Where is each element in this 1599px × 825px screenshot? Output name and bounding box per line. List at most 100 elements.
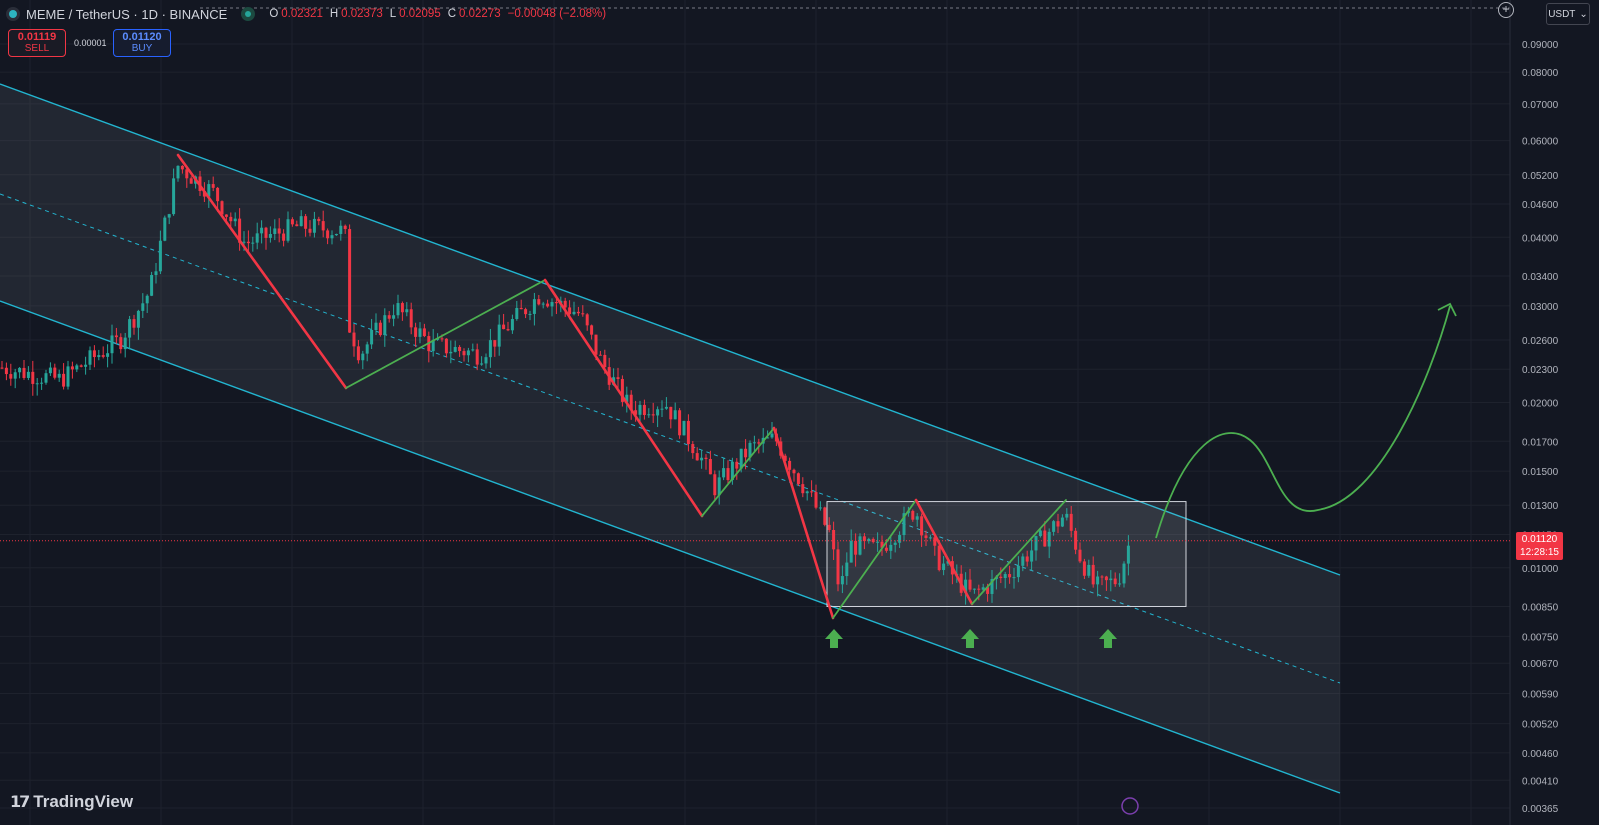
- candle-body: [238, 218, 242, 243]
- candle-body: [475, 349, 479, 365]
- candle-body: [334, 233, 338, 236]
- zigzag-up-leg: [971, 499, 1067, 605]
- last-price-tag: 0.01120 12:28:15: [1516, 532, 1563, 560]
- candle-body: [964, 579, 968, 593]
- candle-body: [326, 230, 330, 239]
- candle-body: [990, 579, 994, 594]
- support-arrow-icon: [825, 629, 843, 648]
- candle-body: [704, 457, 708, 460]
- candle-body: [176, 165, 180, 179]
- candle-body: [594, 334, 598, 355]
- price-tick-label: 0.06000: [1522, 137, 1559, 148]
- spread-value: 0.00001: [74, 38, 107, 48]
- zigzag-up-leg: [701, 427, 775, 517]
- candle-body: [673, 410, 677, 420]
- zigzag-down-leg: [176, 153, 348, 390]
- symbol-logo-icon: [6, 7, 20, 21]
- candle-body: [488, 340, 492, 358]
- candle-body: [1104, 576, 1108, 581]
- candle-body: [13, 372, 17, 379]
- candle-body: [854, 540, 858, 555]
- candle-body: [141, 303, 145, 311]
- candle-body: [532, 299, 536, 314]
- candle-body: [1126, 545, 1130, 564]
- candle-body: [629, 394, 633, 411]
- change-value: −0.00048 (−2.08%): [507, 8, 607, 20]
- market-status-icon[interactable]: [241, 7, 256, 21]
- sell-label: SELL: [24, 43, 50, 54]
- candle-body: [880, 541, 884, 548]
- price-tick-label: 0.04000: [1522, 233, 1559, 244]
- candle-body: [409, 309, 413, 328]
- candle-body: [471, 349, 475, 351]
- candle-body: [251, 242, 255, 244]
- candle-body: [453, 346, 457, 352]
- sell-button[interactable]: 0.01119 SELL: [8, 29, 66, 57]
- candle-body: [664, 406, 668, 409]
- candle-body: [625, 394, 629, 402]
- price-tick-label: 0.00750: [1522, 632, 1559, 643]
- close-label: C: [447, 8, 457, 20]
- high-label: H: [329, 8, 339, 20]
- candle-body: [757, 442, 761, 444]
- candle-body: [788, 460, 792, 470]
- candle-body: [554, 302, 558, 304]
- buy-button[interactable]: 0.01120 BUY: [113, 29, 171, 57]
- candle-body: [651, 414, 655, 416]
- candle-body: [889, 544, 893, 551]
- candle-body: [576, 311, 580, 314]
- candle-body: [361, 353, 365, 361]
- candle-body: [924, 535, 928, 538]
- candle-body: [708, 459, 712, 475]
- symbol-title[interactable]: MEME / TetherUS · 1D · BINANCE: [26, 6, 228, 22]
- tradingview-logo[interactable]: 𝟭𝟳 TradingView: [10, 792, 133, 812]
- candle-body: [862, 536, 866, 542]
- candle-body: [273, 228, 277, 235]
- candle-body: [308, 228, 312, 233]
- candle-body: [849, 540, 853, 563]
- candle-body: [519, 307, 523, 310]
- candle-body: [1038, 530, 1042, 537]
- price-tick-label: 0.01000: [1522, 564, 1559, 575]
- candle-body: [304, 216, 308, 229]
- candle-body: [286, 219, 290, 241]
- candle-body: [136, 310, 140, 328]
- candle-body: [1109, 578, 1113, 581]
- candle-body: [167, 214, 171, 218]
- candle-body: [977, 588, 981, 590]
- candle-body: [546, 303, 550, 307]
- zigzag-up-leg: [832, 499, 917, 619]
- buy-price: 0.01120: [122, 31, 162, 43]
- candle-body: [735, 461, 739, 469]
- candle-body: [321, 221, 325, 231]
- candle-body: [867, 538, 871, 542]
- candle-body: [4, 367, 8, 375]
- candle-body: [827, 524, 831, 530]
- candle-body: [418, 328, 422, 337]
- candle-body: [233, 218, 237, 222]
- candle-body: [110, 335, 114, 354]
- low-value: 0.02095: [399, 8, 441, 20]
- candle-body: [26, 371, 30, 378]
- low-label: L: [389, 8, 397, 20]
- add-plus-icon[interactable]: +: [1498, 2, 1514, 18]
- candle-body: [898, 535, 902, 543]
- currency-select[interactable]: USDT ⌄: [1546, 3, 1590, 25]
- candle-body: [563, 300, 567, 308]
- price-tick-label: 0.01700: [1522, 437, 1559, 448]
- candle-body: [770, 433, 774, 438]
- candle-body: [524, 309, 528, 315]
- support-arrow-icon: [961, 629, 979, 648]
- candle-body: [884, 547, 888, 551]
- projection-arrowhead: [1437, 302, 1457, 317]
- candle-body: [581, 313, 585, 315]
- candle-body: [796, 473, 800, 485]
- candle-body: [1074, 530, 1078, 550]
- candle-body: [220, 201, 224, 215]
- candle-body: [730, 461, 734, 481]
- candle-body: [810, 491, 814, 493]
- price-tick-label: 0.00590: [1522, 690, 1559, 701]
- candle-body: [106, 353, 110, 357]
- candle-body: [818, 507, 822, 509]
